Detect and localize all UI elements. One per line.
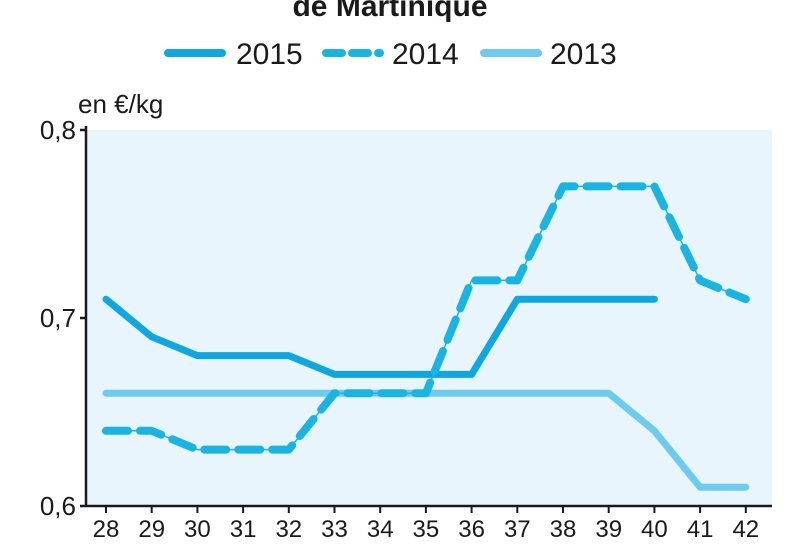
legend-item-2015: 2015 bbox=[164, 38, 303, 71]
x-tick-label: 41 bbox=[687, 516, 714, 543]
series-line-2014 bbox=[102, 182, 750, 454]
x-tick-label: 40 bbox=[641, 516, 668, 543]
legend-item-2014: 2014 bbox=[322, 38, 459, 71]
x-tick-label: 34 bbox=[367, 516, 394, 543]
y-tick-label: 0,6 bbox=[40, 491, 76, 521]
y-tick-label: 0,7 bbox=[40, 303, 76, 333]
x-tick-label: 42 bbox=[732, 516, 759, 543]
x-tick-label: 33 bbox=[321, 516, 348, 543]
x-tick-label: 36 bbox=[458, 516, 485, 543]
y-tick-label: 0,8 bbox=[40, 115, 76, 145]
legend-label-2015: 2015 bbox=[236, 38, 303, 71]
x-tick-label: 28 bbox=[93, 516, 120, 543]
x-tick-label: 31 bbox=[230, 516, 257, 543]
legend-label-2013: 2013 bbox=[550, 38, 617, 71]
x-tick-label: 37 bbox=[504, 516, 531, 543]
x-tick-label: 35 bbox=[413, 516, 440, 543]
x-tick-label: 32 bbox=[275, 516, 302, 543]
y-axis-ticks: 0,6 0,7 0,8 bbox=[40, 115, 86, 521]
legend-item-2013: 2013 bbox=[480, 38, 617, 71]
legend-label-2014: 2014 bbox=[392, 38, 459, 71]
series-layer bbox=[102, 182, 750, 491]
x-tick-label: 38 bbox=[550, 516, 577, 543]
x-tick-label: 30 bbox=[184, 516, 211, 543]
y-axis-unit-label: en €/kg bbox=[78, 89, 163, 119]
x-tick-label: 29 bbox=[138, 516, 165, 543]
series-line-2015 bbox=[102, 295, 658, 378]
x-axis-ticks: 28 29 30 31 32 33 34 35 36 37 38 39 40 41 42 bbox=[93, 506, 759, 543]
x-tick-label: 39 bbox=[595, 516, 622, 543]
chart-legend: 2015 2014 2013 bbox=[164, 38, 617, 71]
chart-title: de Martinique bbox=[292, 0, 487, 23]
